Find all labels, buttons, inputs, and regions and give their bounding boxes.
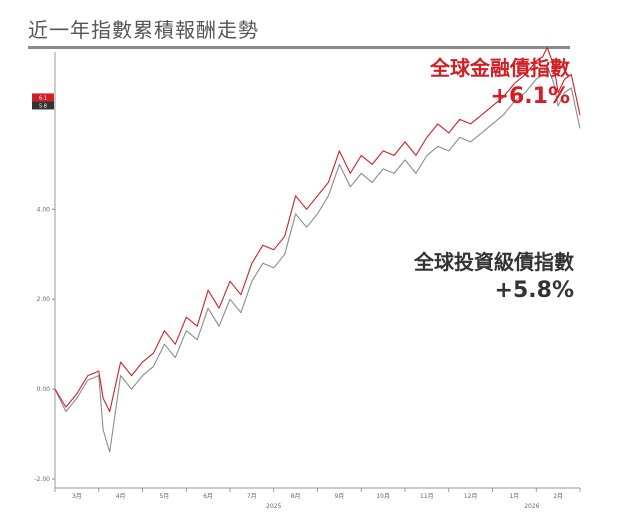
series2-name-label: 全球投資級債指數 [414, 250, 574, 274]
title-divider [28, 46, 570, 49]
x-tick-label: 2月 [553, 493, 563, 500]
x-tick-label: 11月 [420, 493, 434, 500]
series1-name-label: 全球金融債指數 [430, 56, 570, 80]
x-tick-label: 10月 [376, 493, 390, 500]
x-tick-label: 4月 [116, 493, 126, 500]
x-tick-label: 1月 [509, 493, 519, 500]
x-tick-label: 12月 [464, 493, 478, 500]
chart-title: 近一年指數累積報酬走勢 [28, 18, 259, 42]
x-tick-label: 9月 [334, 493, 344, 500]
x-tick-label: 7月 [247, 493, 257, 500]
y-tick-label: -2.00 [34, 476, 50, 483]
x-tick-label: 6月 [203, 493, 213, 500]
year-label: 2025 [266, 503, 281, 510]
series-line-investment-grade [54, 64, 581, 453]
series1-value-tag-text: 6.1 [39, 95, 47, 101]
x-tick-label: 3月 [72, 493, 82, 500]
y-tick-label: 0.00 [37, 386, 51, 393]
series2-value-tag-text: 5.8 [39, 103, 47, 109]
series1-value-tag [32, 93, 54, 102]
series2-value-tag [32, 101, 54, 110]
x-tick-label: 5月 [159, 493, 169, 500]
year-label: 2026 [524, 503, 539, 510]
y-tick-label: 2.00 [37, 296, 51, 303]
series1-return-label: +6.1% [490, 84, 570, 109]
series-line-financial-bond [54, 46, 581, 413]
series2-return-label: +5.8% [494, 278, 574, 303]
x-tick-label: 8月 [291, 493, 301, 500]
y-tick-label: 4.00 [37, 206, 51, 213]
